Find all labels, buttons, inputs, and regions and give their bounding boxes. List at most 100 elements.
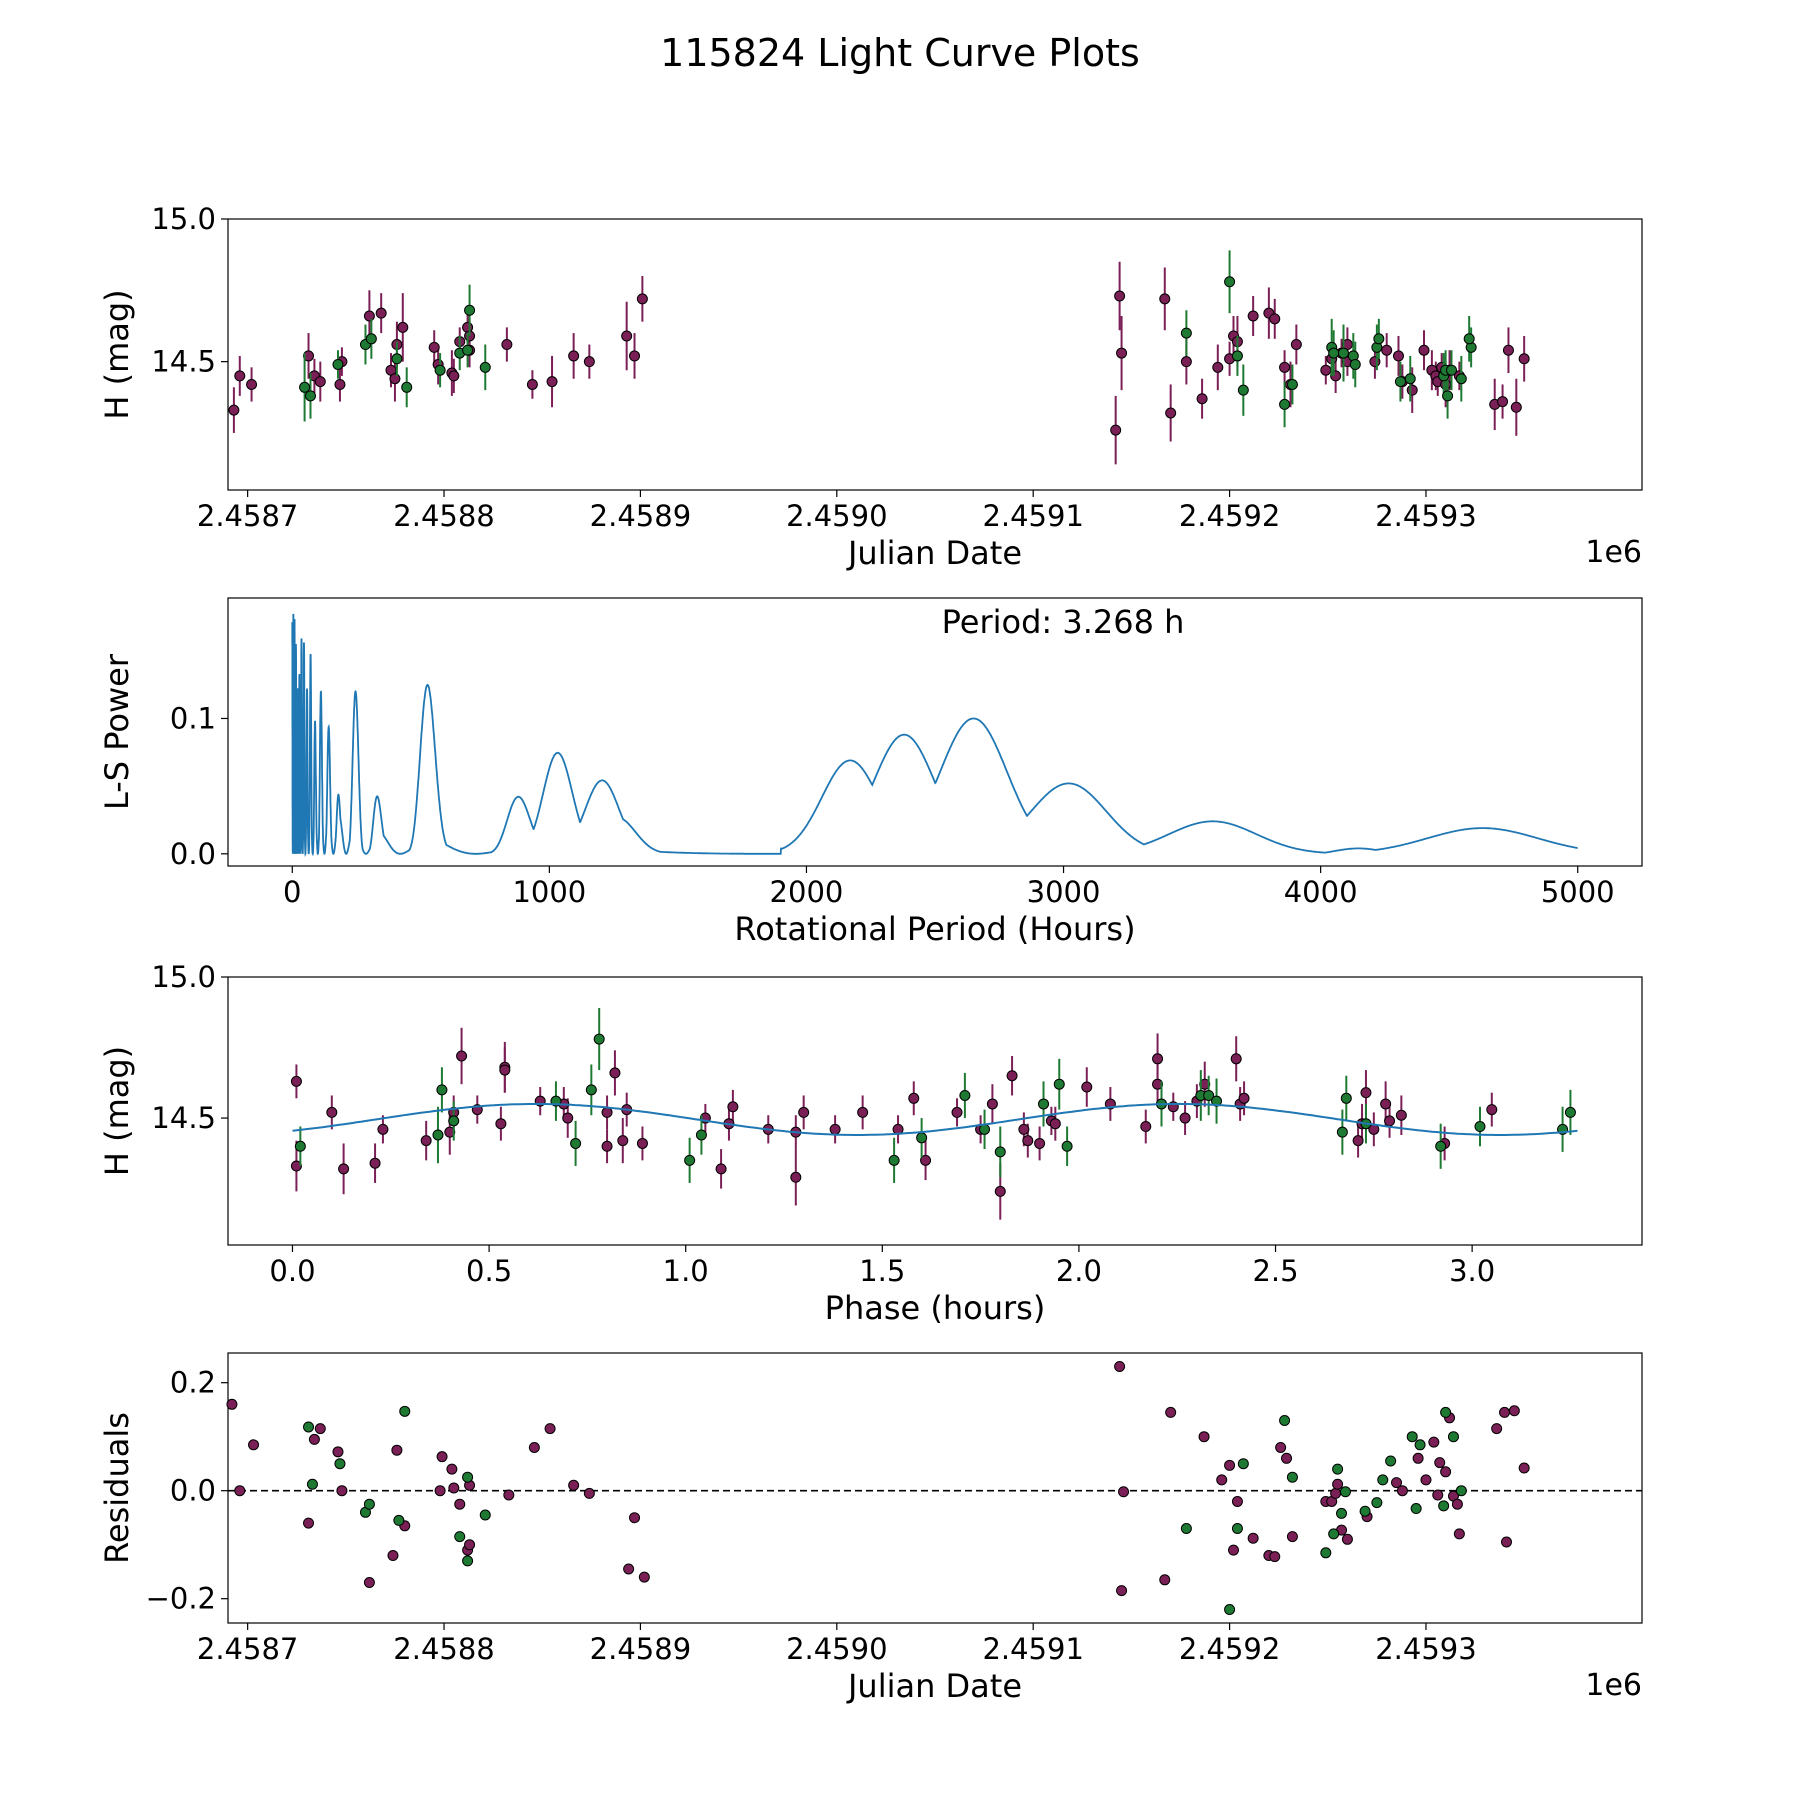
data-point-g-band xyxy=(1474,1121,1486,1133)
data-point-r-band xyxy=(369,1157,381,1169)
data-point-r-band xyxy=(1491,1423,1503,1435)
x-tick-label: 2.5 xyxy=(1252,1254,1298,1288)
data-point-g-band xyxy=(1385,1455,1397,1467)
data-point-r-band xyxy=(1518,1462,1530,1474)
data-point-r-band xyxy=(363,1577,375,1588)
data-point-g-band xyxy=(1180,1523,1192,1534)
y-tick-label: 0.0 xyxy=(170,1474,216,1508)
x-tick-label: 2000 xyxy=(770,875,844,909)
data-point-g-band xyxy=(1339,1486,1351,1498)
data-point-g-band xyxy=(1286,378,1298,390)
x-tick-label: 2.4590 xyxy=(786,1632,887,1666)
data-point-g-band xyxy=(1340,1092,1352,1104)
data-point-r-band xyxy=(246,378,258,390)
data-point-r-band xyxy=(1116,347,1128,359)
data-point-g-band xyxy=(1231,1523,1243,1534)
data-point-g-band xyxy=(436,1084,448,1096)
data-point-r-band xyxy=(314,376,326,388)
data-point-r-band xyxy=(1212,361,1224,373)
y-tick-label: −0.2 xyxy=(146,1582,216,1616)
data-point-r-band xyxy=(1110,424,1122,436)
data-point-r-band xyxy=(1180,356,1192,368)
data-point-r-band xyxy=(727,1101,739,1113)
data-point-g-band xyxy=(462,1555,474,1567)
data-point-g-band xyxy=(299,381,311,393)
x-tick-label: 2.4592 xyxy=(1179,499,1280,533)
lightcurve-panel: 2.4587 2.4588 2.4589 2.4590 2.4591 2.4592 2.45… xyxy=(98,202,1643,572)
data-point-g-band xyxy=(294,1140,306,1152)
plot-area-frame xyxy=(227,1352,1643,1624)
data-point-g-band xyxy=(462,1471,474,1483)
data-point-r-band xyxy=(1451,1498,1463,1510)
data-point-r-band xyxy=(389,373,401,385)
data-point-r-band xyxy=(234,1485,246,1497)
y-tick-label: 14.5 xyxy=(151,1101,216,1135)
x-tick-label: 2.4587 xyxy=(197,1632,298,1666)
data-point-r-band xyxy=(857,1106,869,1118)
data-point-g-band xyxy=(1203,1089,1215,1101)
data-point-r-band xyxy=(1238,1092,1250,1104)
data-point-r-band xyxy=(1165,1406,1177,1418)
data-point-g-band xyxy=(1279,1415,1291,1426)
data-point-r-band xyxy=(1114,290,1126,302)
data-point-r-band xyxy=(986,1098,998,1110)
data-point-r-band xyxy=(336,1485,348,1497)
data-point-r-band xyxy=(609,1067,621,1079)
data-point-r-band xyxy=(1159,293,1171,305)
data-point-g-band xyxy=(585,1084,597,1096)
data-point-g-band xyxy=(1224,276,1236,288)
data-point-g-band xyxy=(454,1531,466,1543)
x-axis-label: Rotational Period (Hours) xyxy=(734,910,1135,948)
data-point-g-band xyxy=(1414,1439,1426,1451)
data-point-r-band xyxy=(568,1479,580,1491)
x-axis-label: Julian Date xyxy=(846,534,1022,572)
data-point-r-band xyxy=(1279,361,1291,373)
data-point-g-band xyxy=(1410,1503,1422,1515)
y-axis-label: Residuals xyxy=(98,1412,136,1564)
data-point-r-band xyxy=(1281,1452,1293,1464)
data-point-r-band xyxy=(434,1485,446,1497)
data-point-g-band xyxy=(1455,1485,1467,1497)
data-point-r-band xyxy=(308,1433,320,1445)
data-point-r-band xyxy=(1396,1485,1408,1497)
x-tick-label: 0 xyxy=(283,875,301,909)
data-point-r-band xyxy=(1196,393,1208,405)
data-point-r-band xyxy=(1330,1487,1342,1499)
x-tick-label: 1.5 xyxy=(859,1254,905,1288)
data-point-r-band xyxy=(1049,1118,1061,1130)
data-point-r-band xyxy=(1224,1459,1236,1471)
data-point-r-band xyxy=(526,378,538,390)
data-point-r-band xyxy=(1380,1098,1392,1110)
data-point-r-band xyxy=(1453,1528,1465,1540)
data-point-r-band xyxy=(544,1423,556,1435)
data-point-r-band xyxy=(397,321,409,333)
data-point-r-band xyxy=(1247,310,1259,322)
data-point-g-band xyxy=(1446,364,1458,376)
data-point-r-band xyxy=(1432,1489,1444,1501)
data-point-g-band xyxy=(1286,1471,1298,1483)
data-point-r-band xyxy=(1022,1135,1034,1147)
data-point-r-band xyxy=(1500,1536,1512,1548)
data-point-r-band xyxy=(332,1446,344,1458)
y-tick-label: 14.5 xyxy=(151,345,216,379)
data-point-r-band xyxy=(338,1163,350,1175)
data-point-g-band xyxy=(695,1129,707,1141)
data-point-r-band xyxy=(1081,1081,1093,1093)
data-point-r-band xyxy=(1118,1486,1130,1498)
data-point-g-band xyxy=(393,1514,405,1526)
data-point-r-band xyxy=(621,330,633,342)
x-tick-label: 2.4592 xyxy=(1179,1632,1280,1666)
data-point-g-band xyxy=(1442,390,1454,402)
data-point-g-band xyxy=(959,1089,971,1101)
data-point-r-band xyxy=(1508,1405,1520,1417)
x-tick-label: 5000 xyxy=(1541,875,1615,909)
figure-title: 115824 Light Curve Plots xyxy=(660,31,1140,75)
data-point-r-band xyxy=(375,307,387,319)
data-point-r-band xyxy=(1034,1137,1046,1149)
data-point-r-band xyxy=(568,350,580,362)
data-point-g-band xyxy=(1336,1126,1348,1138)
plot-area-frame xyxy=(227,976,1643,1246)
data-point-g-band xyxy=(1279,398,1291,410)
data-point-g-band xyxy=(401,381,413,393)
